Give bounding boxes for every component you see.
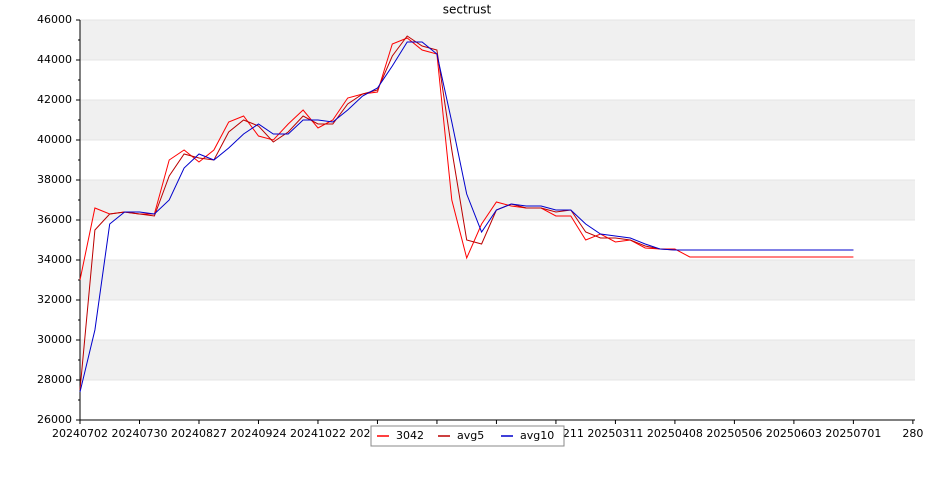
x-tick-label: 20241022 <box>290 427 346 440</box>
grid-band <box>80 100 915 140</box>
grid-band <box>80 20 915 60</box>
y-tick-label: 34000 <box>37 253 72 266</box>
y-tick-label: 36000 <box>37 213 72 226</box>
y-tick-label: 30000 <box>37 333 72 346</box>
legend-box <box>370 425 565 447</box>
legend-label: avg10 <box>520 429 554 442</box>
x-tick-label: 20240924 <box>230 427 286 440</box>
x-tick-label: 20240827 <box>171 427 227 440</box>
grid-band <box>80 340 915 380</box>
y-tick-label: 40000 <box>37 133 72 146</box>
grid-band <box>80 180 915 220</box>
series-line <box>79 41 854 393</box>
x-tick-label: 280 <box>902 427 923 440</box>
y-tick-label: 26000 <box>37 413 72 426</box>
x-tick-label: 20250311 <box>587 427 643 440</box>
x-tick-label: 20240702 <box>52 427 108 440</box>
series-line <box>79 37 854 281</box>
chart-title: sectrust <box>443 3 492 17</box>
x-tick-label: 20250701 <box>825 427 881 440</box>
y-tick-label: 28000 <box>37 373 72 386</box>
x-tick-label: 20250603 <box>766 427 822 440</box>
legend-label: avg5 <box>457 429 484 442</box>
legend-label: 3042 <box>396 429 424 442</box>
x-tick-label: 20250408 <box>647 427 703 440</box>
grid-band <box>80 260 915 300</box>
y-tick-label: 38000 <box>37 173 72 186</box>
y-tick-label: 46000 <box>37 13 72 26</box>
x-tick-label: 20240730 <box>111 427 167 440</box>
x-tick-label: 20250506 <box>706 427 762 440</box>
y-tick-label: 42000 <box>37 93 72 106</box>
y-tick-label: 44000 <box>37 53 72 66</box>
y-tick-label: 32000 <box>37 293 72 306</box>
